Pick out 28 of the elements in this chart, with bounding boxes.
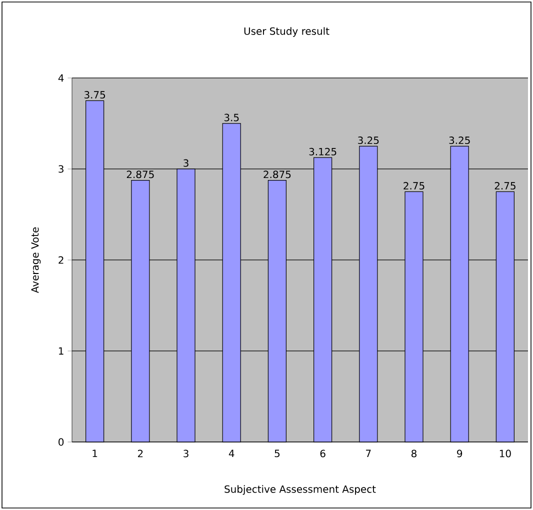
data-label: 3.25 xyxy=(449,136,470,144)
x-tick-label: 6 xyxy=(320,450,326,458)
x-tick-label: 8 xyxy=(412,450,416,458)
y-tick-label: 0 xyxy=(58,438,64,446)
data-label: 2.875 xyxy=(126,170,154,178)
x-tick-label: 5 xyxy=(274,450,280,458)
x-tick-label: 4 xyxy=(228,450,234,458)
y-tick-label: 3 xyxy=(58,165,64,173)
x-tick-label: 7 xyxy=(366,450,371,458)
data-label: 2.875 xyxy=(264,170,291,178)
data-label: 2.75 xyxy=(494,182,516,190)
data-label: 3.125 xyxy=(309,148,336,156)
y-tick-label: 4 xyxy=(58,74,64,82)
data-label: 3.25 xyxy=(358,136,379,144)
x-tick-label: 9 xyxy=(457,450,462,458)
data-label: 2.75 xyxy=(404,182,424,190)
data-label: 3 xyxy=(184,159,188,167)
x-tick-label: 2 xyxy=(138,450,143,458)
chart-title: User Study result xyxy=(244,27,330,37)
y-axis-title: Average Vote xyxy=(31,227,41,294)
x-tick-label: 1 xyxy=(92,450,98,458)
y-tick-label: 2 xyxy=(58,256,64,264)
x-axis-title: Subjective Assessment Aspect xyxy=(224,485,376,495)
x-tick-label: 10 xyxy=(500,450,511,458)
y-tick-label: 1 xyxy=(58,347,64,355)
data-label: 3.75 xyxy=(84,90,106,99)
data-label: 3.5 xyxy=(224,114,239,122)
x-tick-label: 3 xyxy=(184,450,188,458)
